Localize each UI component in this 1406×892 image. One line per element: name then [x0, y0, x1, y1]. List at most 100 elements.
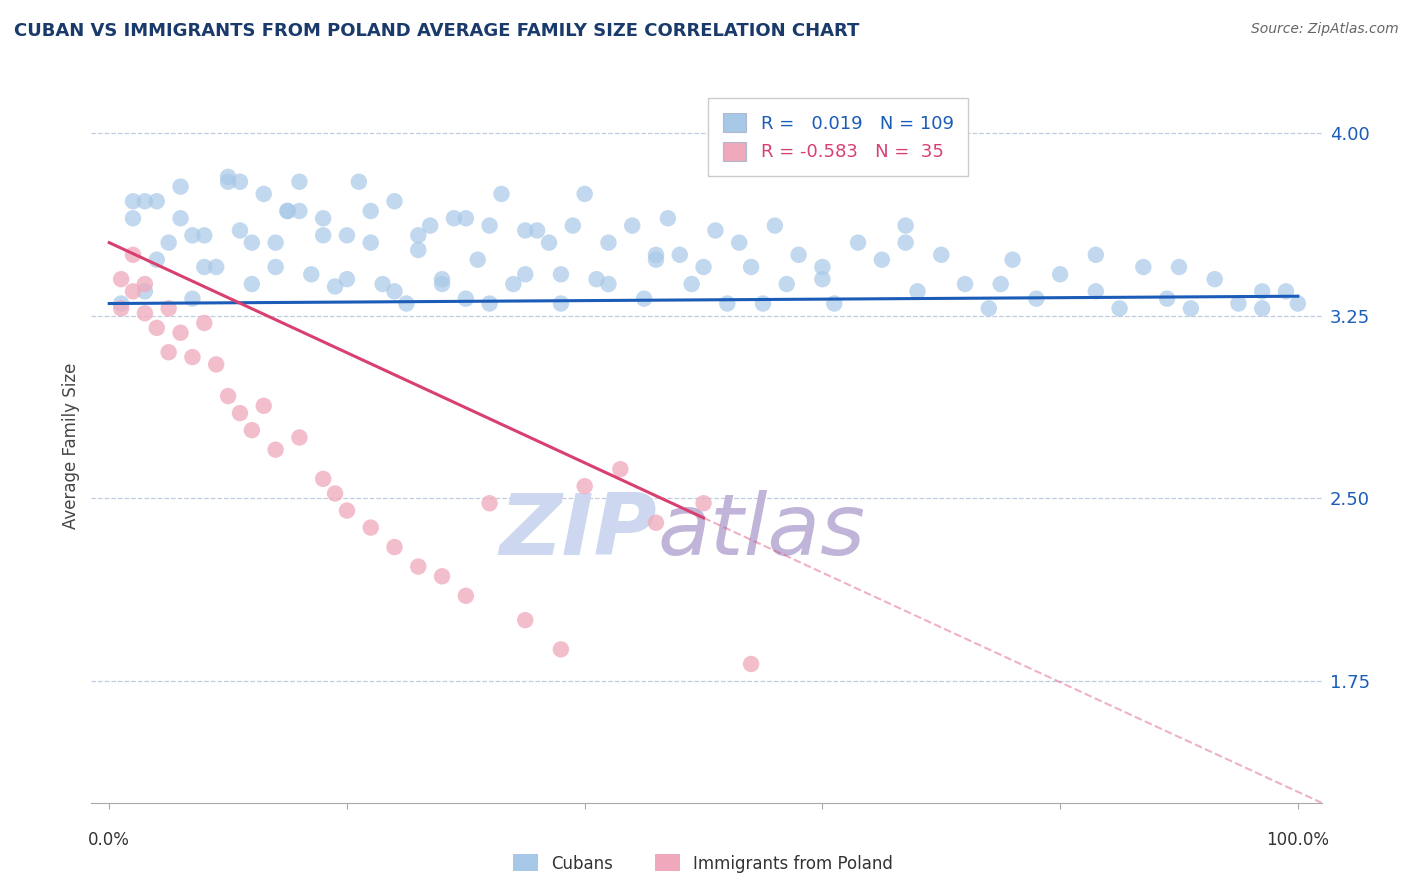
- Point: [692, 260, 714, 274]
- Point: [169, 326, 191, 340]
- Point: [264, 260, 287, 274]
- Point: [752, 296, 775, 310]
- Point: [515, 268, 537, 282]
- Point: [360, 520, 382, 534]
- Text: 100.0%: 100.0%: [1267, 831, 1329, 849]
- Point: [110, 272, 132, 286]
- Point: [550, 268, 572, 282]
- Point: [240, 423, 263, 437]
- Point: [537, 235, 560, 250]
- Point: [229, 175, 252, 189]
- Point: [1108, 301, 1130, 316]
- Point: [907, 285, 929, 299]
- Text: atlas: atlas: [657, 490, 865, 574]
- Point: [929, 248, 952, 262]
- Point: [1204, 272, 1226, 286]
- Point: [134, 277, 156, 291]
- Point: [467, 252, 489, 267]
- Point: [336, 503, 359, 517]
- Point: [1180, 301, 1202, 316]
- Point: [110, 296, 132, 310]
- Point: [264, 442, 287, 457]
- Point: [1001, 252, 1024, 267]
- Point: [336, 228, 359, 243]
- Y-axis label: Average Family Size: Average Family Size: [62, 363, 80, 529]
- Point: [229, 223, 252, 237]
- Point: [526, 223, 548, 237]
- Point: [288, 175, 311, 189]
- Point: [811, 272, 834, 286]
- Point: [240, 277, 263, 291]
- Point: [502, 277, 524, 291]
- Point: [122, 285, 145, 299]
- Point: [894, 235, 917, 250]
- Point: [312, 472, 335, 486]
- Point: [110, 301, 132, 316]
- Point: [157, 235, 180, 250]
- Point: [134, 306, 156, 320]
- Text: ZIP: ZIP: [499, 490, 657, 574]
- Point: [384, 285, 406, 299]
- Point: [953, 277, 976, 291]
- Point: [645, 516, 668, 530]
- Point: [1275, 285, 1298, 299]
- Point: [574, 186, 596, 201]
- Point: [336, 272, 359, 286]
- Point: [704, 223, 727, 237]
- Point: [384, 540, 406, 554]
- Point: [253, 186, 276, 201]
- Point: [977, 301, 1000, 316]
- Point: [645, 248, 668, 262]
- Point: [657, 211, 679, 226]
- Point: [990, 277, 1012, 291]
- Point: [229, 406, 252, 420]
- Point: [145, 194, 167, 209]
- Point: [846, 235, 869, 250]
- Point: [406, 243, 429, 257]
- Point: [811, 260, 834, 274]
- Point: [217, 389, 239, 403]
- Point: [478, 496, 501, 510]
- Point: [323, 486, 346, 500]
- Point: [217, 169, 239, 184]
- Point: [157, 345, 180, 359]
- Legend: R =   0.019   N = 109, R = -0.583   N =  35: R = 0.019 N = 109, R = -0.583 N = 35: [709, 98, 969, 176]
- Point: [681, 277, 703, 291]
- Point: [894, 219, 917, 233]
- Text: Source: ZipAtlas.com: Source: ZipAtlas.com: [1251, 22, 1399, 37]
- Point: [205, 260, 228, 274]
- Point: [598, 235, 620, 250]
- Point: [406, 559, 429, 574]
- Legend: Cubans, Immigrants from Poland: Cubans, Immigrants from Poland: [506, 847, 900, 880]
- Point: [347, 175, 370, 189]
- Point: [122, 194, 145, 209]
- Point: [145, 321, 167, 335]
- Point: [276, 204, 298, 219]
- Point: [763, 219, 786, 233]
- Point: [169, 211, 191, 226]
- Point: [621, 219, 644, 233]
- Point: [550, 296, 572, 310]
- Point: [193, 260, 215, 274]
- Point: [478, 296, 501, 310]
- Point: [264, 235, 287, 250]
- Point: [550, 642, 572, 657]
- Text: CUBAN VS IMMIGRANTS FROM POLAND AVERAGE FAMILY SIZE CORRELATION CHART: CUBAN VS IMMIGRANTS FROM POLAND AVERAGE …: [14, 22, 859, 40]
- Point: [491, 186, 513, 201]
- Point: [609, 462, 631, 476]
- Point: [299, 268, 322, 282]
- Point: [406, 228, 429, 243]
- Point: [787, 248, 810, 262]
- Point: [1132, 260, 1154, 274]
- Point: [1227, 296, 1250, 310]
- Point: [870, 252, 893, 267]
- Point: [1025, 292, 1047, 306]
- Point: [169, 179, 191, 194]
- Point: [134, 194, 156, 209]
- Point: [692, 496, 714, 510]
- Point: [443, 211, 465, 226]
- Point: [1084, 248, 1107, 262]
- Point: [1156, 292, 1178, 306]
- Point: [478, 219, 501, 233]
- Point: [585, 272, 607, 286]
